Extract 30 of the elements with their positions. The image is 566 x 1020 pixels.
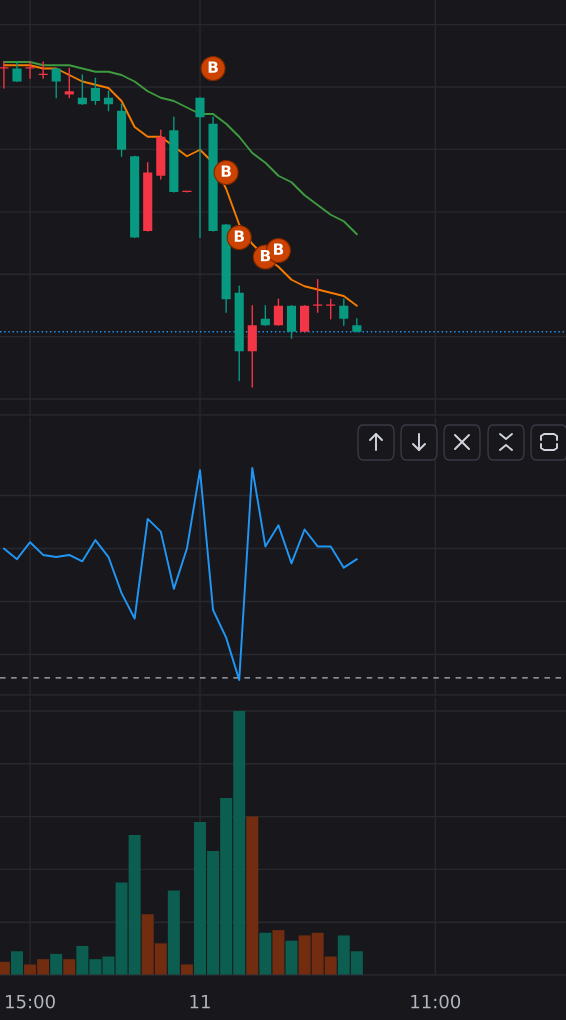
candlestick [90, 77, 100, 105]
candlestick [339, 298, 349, 326]
candlestick [260, 305, 270, 326]
bar [50, 953, 63, 975]
bar [259, 932, 272, 975]
candlestick [64, 67, 74, 99]
candlestick [77, 74, 87, 105]
annotation: B [208, 61, 218, 73]
candlestick [103, 90, 114, 112]
annotation: B [234, 230, 244, 242]
bar [10, 951, 24, 975]
bar [180, 964, 193, 975]
bar [285, 940, 298, 975]
annotation: B [274, 243, 284, 255]
candlestick [51, 67, 61, 99]
candlestick [273, 298, 283, 326]
candlestick [326, 298, 336, 320]
x-tick-label: 11 [190, 995, 210, 1009]
candlestick [12, 61, 22, 83]
candlestick [0, 61, 9, 89]
candlestick [25, 61, 35, 79]
x-tick-label: 11:00 [411, 994, 461, 1009]
annotation: B [260, 250, 271, 262]
candlestick [313, 279, 323, 313]
annotation: B [221, 165, 231, 177]
bar [63, 959, 76, 975]
bar [272, 930, 285, 975]
x-tick-label: 15:00 [6, 994, 55, 1009]
bar [246, 816, 259, 975]
bar [167, 890, 180, 975]
